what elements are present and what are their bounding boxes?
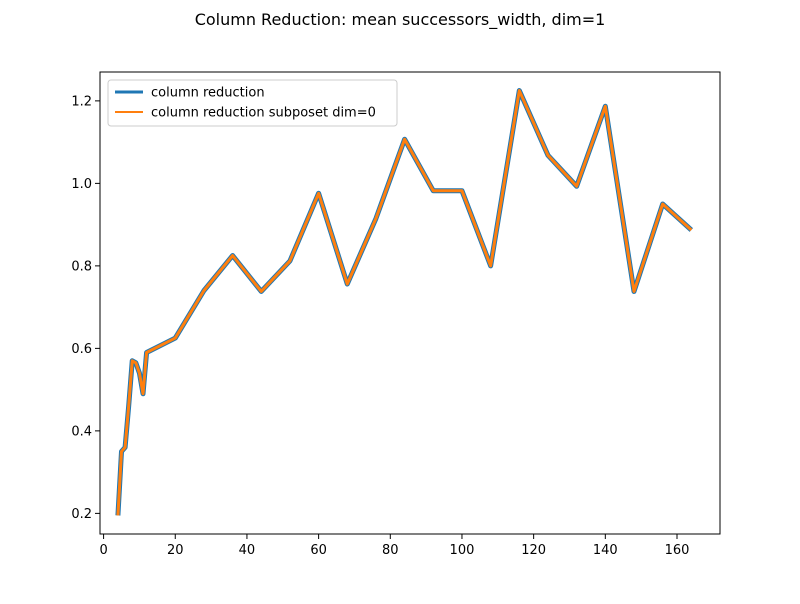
legend-label-column-reduction-subposet: column reduction subposet dim=0 [151,106,376,121]
legend: column reduction column reduction subpos… [107,79,398,127]
x-tick-label: 100 [450,543,475,558]
y-tick-label: 0.2 [71,507,92,522]
series-layer [115,88,694,516]
y-tick-label: 1.0 [71,177,92,192]
legend-box [107,79,398,127]
legend-label-column-reduction: column reduction [151,86,265,101]
y-tick-label: 0.6 [71,342,92,357]
series-line-column-reduction-subposet-dim0 [116,89,693,516]
y-tick-label: 0.8 [71,259,92,274]
x-tick-label: 140 [593,543,618,558]
chart-title: Column Reduction: mean successors_width,… [195,10,606,30]
x-tick-label: 0 [99,543,107,558]
x-tick-label: 40 [239,543,256,558]
y-tick-label: 1.2 [71,94,92,109]
x-tick-label: 20 [167,543,184,558]
x-tick-label: 80 [382,543,399,558]
plot-area-frame [99,71,721,535]
y-tick-label: 0.4 [71,424,92,439]
axis-layer: 0 20 40 60 80 100 120 140 160 0.2 0.4 0.6 0.8 1.0 1.2 [71,94,689,558]
x-tick-label: 120 [521,543,546,558]
x-tick-label: 160 [665,543,690,558]
x-tick-label: 60 [310,543,327,558]
